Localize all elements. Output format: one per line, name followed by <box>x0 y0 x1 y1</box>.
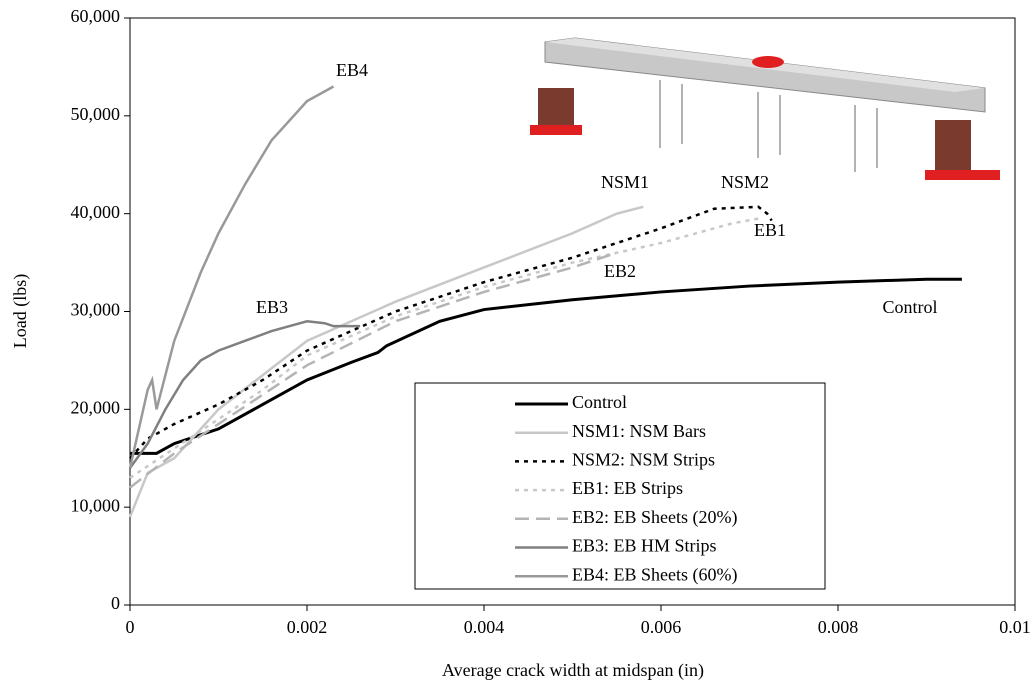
gauges <box>659 80 878 172</box>
legend: Control NSM1: NSM Bars NSM2: NSM Strips EB1… <box>414 382 826 590</box>
legend-label: EB1: EB Strips <box>572 478 683 498</box>
y-tick-label: 50,000 <box>71 104 121 124</box>
annotation: NSM2 <box>721 172 769 192</box>
support-base <box>530 125 582 135</box>
support <box>538 88 574 130</box>
x-tick-label: 0.006 <box>641 617 682 637</box>
legend-label: Control <box>572 392 627 412</box>
legend-label: NSM1: NSM Bars <box>572 421 706 441</box>
annotation: NSM1 <box>601 172 649 192</box>
annotation: EB2 <box>604 261 636 281</box>
series-line <box>128 205 644 518</box>
legend-label: EB4: EB Sheets (60%) <box>572 564 737 585</box>
legend-label: NSM2: NSM Strips <box>572 450 715 470</box>
x-tick-label: 0.008 <box>818 617 859 637</box>
support <box>935 120 971 175</box>
y-tick-label: 30,000 <box>71 300 121 320</box>
y-tick-label: 20,000 <box>71 397 121 417</box>
annotation: EB1 <box>754 220 786 240</box>
x-tick-label: 0 <box>126 617 135 637</box>
annotation: EB3 <box>256 297 288 317</box>
annotation: EB4 <box>336 60 368 80</box>
load-point <box>752 56 784 68</box>
y-axis-label: Load (lbs) <box>10 274 31 348</box>
y-tick-label: 0 <box>111 593 120 613</box>
series-line <box>128 85 335 469</box>
y-tick-label: 40,000 <box>71 202 121 222</box>
support-base <box>925 170 1000 180</box>
series-line <box>128 320 361 469</box>
series-line <box>129 251 618 489</box>
annotation: Control <box>882 297 937 317</box>
legend-label: EB2: EB Sheets (20%) <box>572 507 737 528</box>
series-line <box>129 217 759 479</box>
legend-box <box>414 382 826 590</box>
x-tick-label: 0.01 <box>999 617 1031 637</box>
y-tick-label: 10,000 <box>71 495 121 515</box>
series-line <box>129 205 773 460</box>
y-tick-label: 60,000 <box>71 6 121 26</box>
legend-label: EB3: EB HM Strips <box>572 536 717 556</box>
beam-illustration <box>530 37 1000 180</box>
x-tick-label: 0.002 <box>287 617 328 637</box>
x-tick-label: 0.004 <box>464 617 505 637</box>
x-axis-label: Average crack width at midspan (in) <box>442 660 704 681</box>
